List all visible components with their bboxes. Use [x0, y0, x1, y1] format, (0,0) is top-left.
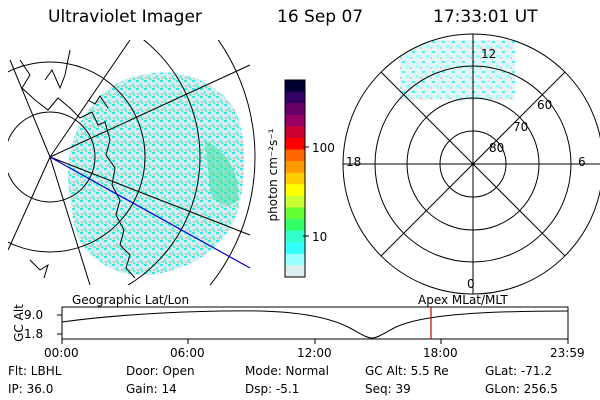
instrument-title: Ultraviolet Imager [48, 7, 202, 27]
colorbar-segment [285, 219, 305, 232]
colorbar-segment [285, 184, 305, 197]
colorbar-border [284, 79, 306, 278]
colorbar-segment [285, 126, 305, 139]
polar-lat-70: 70 [513, 120, 529, 134]
info-glat: GLat: -71.2 [485, 364, 552, 378]
info-dsp: Dsp: -5.1 [245, 382, 300, 396]
uv-image-geo [67, 72, 245, 276]
alt-ytick-low: 1.8 [24, 327, 44, 341]
colorbar-segment [285, 207, 305, 220]
polar-mlt-12: 12 [481, 47, 497, 61]
coastline [19, 49, 136, 279]
info-ip: IP: 36.0 [8, 382, 54, 396]
info-seq: Seq: 39 [365, 382, 411, 396]
polar-mlt-18: 18 [346, 155, 362, 169]
colorbar-segment [285, 80, 305, 93]
latlon-grid [8, 40, 256, 285]
satellite-track [49, 156, 251, 269]
colorbar-segment [285, 114, 305, 127]
colorbar-ticks [303, 146, 309, 237]
info-gain: Gain: 14 [126, 382, 177, 396]
info-filter: Flt: LBHL [8, 364, 62, 378]
colorbar-segment [285, 103, 305, 116]
geo-panel-label: Geographic Lat/Lon [72, 293, 190, 307]
colorbar-segment [285, 137, 305, 151]
polar-lat-60: 60 [537, 98, 553, 112]
colorbar-tick-10: 10 [312, 230, 328, 244]
colorbar-segment [285, 265, 305, 278]
colorbar-segment [285, 161, 305, 174]
polar-panel-label: Apex MLat/MLT [418, 293, 508, 307]
colorbar-segment [285, 172, 305, 185]
time-label: 17:33:01 UT [433, 7, 538, 27]
altitude-curve [61, 310, 569, 339]
polar-grid [342, 33, 600, 295]
alt-xtick-4: 23:59 [550, 346, 585, 360]
info-glon: GLon: 256.5 [485, 382, 558, 396]
colorbar [284, 79, 306, 278]
polar-image [400, 40, 515, 102]
colorbar-segment [285, 91, 305, 104]
alt-ytick-high: 9.0 [24, 308, 44, 322]
colorbar-segment [285, 149, 305, 162]
colorbar-segment [285, 230, 305, 243]
colorbar-unit-label: photon cm⁻²s⁻¹ [266, 128, 280, 222]
altitude-plot [57, 306, 569, 344]
polar-mlt-6: 6 [578, 155, 586, 169]
info-gc-alt: GC Alt: 5.5 Re [365, 364, 449, 378]
colorbar-tick-100: 100 [312, 141, 335, 155]
colorbar-segment [285, 242, 305, 255]
geographic-map [8, 40, 256, 285]
alt-xtick-2: 12:00 [297, 346, 332, 360]
date-label: 16 Sep 07 [277, 7, 364, 27]
alt-xtick-3: 18:00 [423, 346, 458, 360]
alt-xtick-0: 00:00 [44, 346, 79, 360]
info-mode: Mode: Normal [245, 364, 329, 378]
colorbar-segment [285, 253, 305, 266]
alt-xtick-1: 06:00 [170, 346, 205, 360]
colorbar-segment [285, 195, 305, 208]
polar-mlt-0: 0 [467, 277, 475, 291]
info-door: Door: Open [126, 364, 195, 378]
polar-lat-80: 80 [489, 141, 505, 155]
